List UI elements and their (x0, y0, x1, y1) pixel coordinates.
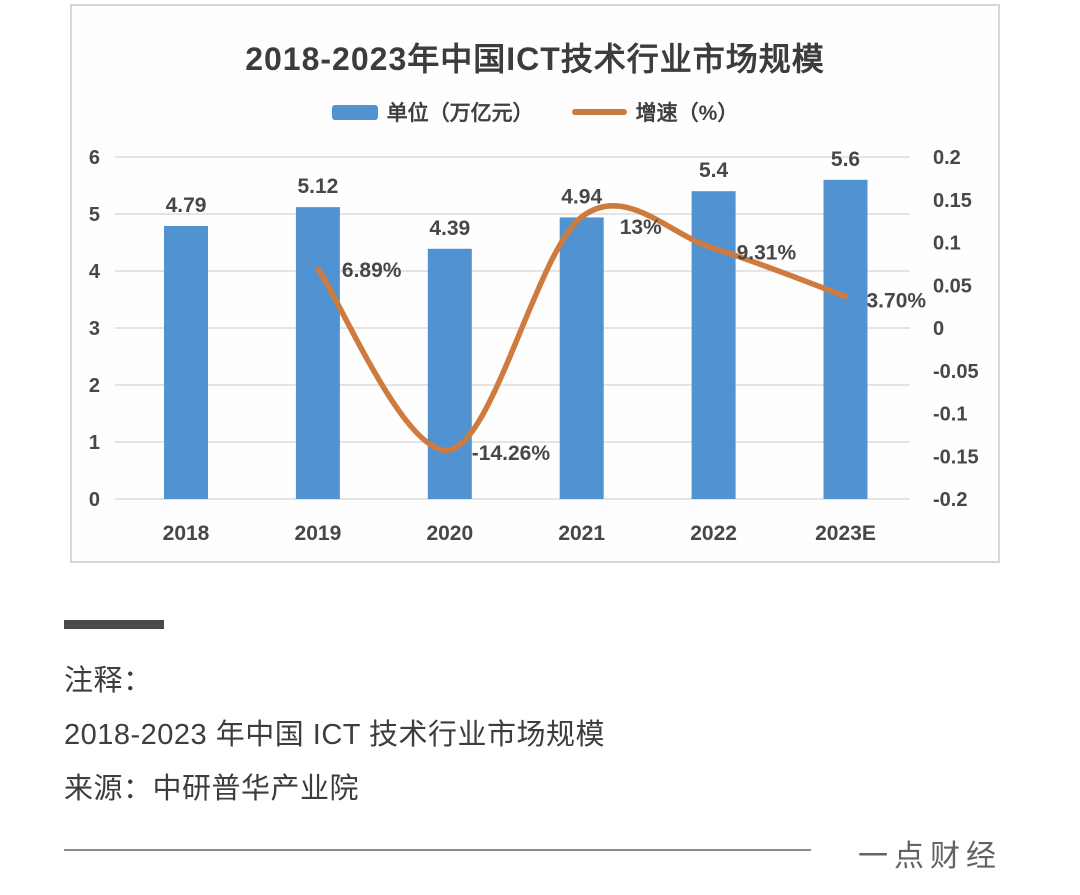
growth-value-label: 6.89% (342, 259, 402, 282)
right-axis-tick: -0.15 (933, 446, 979, 468)
growth-value-label: 3.70% (867, 289, 927, 312)
note-block: 注释： 2018-2023 年中国 ICT 技术行业市场规模 来源：中研普华产业… (64, 662, 605, 809)
legend-bar-swatch-icon (331, 104, 378, 120)
legend-item-market-size: 单位（万亿元） (331, 97, 534, 127)
left-axis-tick: 6 (89, 147, 100, 169)
note-chart-description: 2018-2023 年中国 ICT 技术行业市场规模 (64, 719, 606, 751)
note-source: 来源：中研普华产业院 (64, 773, 360, 805)
note-divider-bar (64, 620, 164, 629)
right-axis-tick: 0.15 (933, 190, 972, 212)
x-axis-label: 2020 (426, 522, 473, 545)
footer-divider-line (64, 849, 811, 851)
right-axis-tick: 0.1 (933, 233, 961, 255)
legend-label-market-size: 单位（万亿元） (386, 102, 534, 125)
brand-name: 一点财经 (858, 840, 1002, 873)
growth-value-label: -14.26% (472, 442, 551, 465)
bar-value-label: 4.39 (429, 217, 470, 240)
bar-2021 (559, 217, 604, 500)
bar-2018 (164, 225, 208, 499)
bar-value-label: 4.79 (166, 194, 207, 217)
legend-item-growth-rate: 增速（%） (571, 97, 739, 127)
x-axis-label: 2023E (815, 522, 876, 545)
growth-value-label: 13% (620, 216, 662, 239)
left-axis-tick: 4 (89, 261, 101, 283)
bar-2019 (295, 207, 340, 499)
legend-line-swatch-icon (571, 109, 627, 115)
note-label: 注释： (64, 665, 153, 697)
right-axis-tick: 0 (933, 318, 944, 340)
bar-2020 (427, 248, 472, 499)
right-axis-tick: -0.2 (933, 489, 967, 511)
growth-line (315, 203, 849, 453)
bar-value-label: 4.94 (561, 185, 602, 208)
bar-value-label: 5.4 (699, 159, 729, 182)
bar-value-label: 5.6 (831, 148, 860, 171)
x-axis-label: 2021 (558, 522, 605, 545)
x-axis-label: 2022 (690, 522, 737, 545)
left-axis-tick: 3 (89, 318, 100, 340)
x-axis-label: 2018 (163, 522, 210, 545)
left-axis-tick: 1 (89, 432, 100, 454)
growth-value-label: 9.31% (737, 241, 797, 264)
bar-2022 (691, 191, 736, 499)
left-axis-tick: 0 (89, 489, 100, 511)
right-axis-tick: -0.1 (933, 404, 967, 426)
right-axis-tick: 0.05 (933, 275, 972, 297)
bar-2023E (823, 179, 868, 500)
x-axis-label: 2019 (295, 522, 342, 545)
bar-value-label: 5.12 (297, 175, 338, 198)
right-axis-tick: 0.2 (933, 147, 961, 169)
left-axis-tick: 5 (89, 204, 100, 226)
chart-title: 2018-2023年中国ICT技术行业市场规模 (245, 41, 825, 77)
left-axis-tick: 2 (89, 375, 100, 397)
legend-label-growth-rate: 增速（%） (635, 102, 739, 125)
right-axis-tick: -0.05 (933, 361, 979, 383)
chart-legend: 单位（万亿元） 增速（%） (70, 97, 1000, 127)
